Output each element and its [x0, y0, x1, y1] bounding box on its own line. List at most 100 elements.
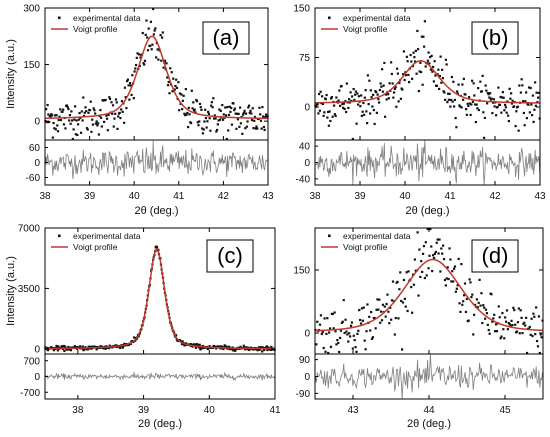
data-point — [460, 263, 463, 266]
data-point — [468, 278, 471, 281]
x-tick-label: 38 — [39, 191, 51, 202]
data-point — [349, 91, 352, 94]
data-point — [390, 72, 393, 76]
data-point — [242, 344, 245, 347]
data-point — [154, 27, 157, 30]
data-point — [211, 106, 214, 109]
data-point — [454, 116, 457, 120]
data-point — [112, 125, 115, 128]
data-point — [51, 136, 54, 139]
residual-tick-label: 0 — [34, 158, 40, 169]
data-point — [62, 123, 66, 126]
data-point — [504, 316, 507, 319]
data-point — [358, 309, 361, 312]
data-point — [194, 343, 197, 346]
data-point — [453, 105, 456, 108]
data-point — [265, 113, 268, 116]
data-point — [327, 124, 330, 127]
data-point — [420, 260, 423, 263]
data-point — [90, 130, 93, 133]
data-point — [106, 129, 109, 132]
data-point — [418, 70, 421, 73]
data-point — [440, 247, 443, 250]
data-point — [105, 117, 109, 120]
data-point — [270, 345, 273, 348]
data-point — [506, 328, 509, 331]
data-point — [391, 280, 395, 283]
legend-marker-data — [328, 234, 331, 238]
data-point — [100, 125, 103, 128]
data-point — [497, 86, 500, 89]
data-point — [81, 119, 84, 122]
data-point — [337, 341, 340, 345]
data-point — [345, 110, 348, 114]
data-point — [536, 101, 539, 104]
data-point — [198, 120, 201, 123]
data-point — [421, 83, 424, 86]
data-point — [469, 113, 472, 117]
data-point — [500, 335, 503, 338]
residual-tick-label: -40 — [296, 174, 311, 185]
data-point — [433, 60, 436, 63]
data-point — [521, 84, 524, 87]
data-point — [457, 257, 460, 261]
data-point — [334, 114, 337, 118]
data-point — [496, 105, 499, 109]
data-point — [485, 89, 488, 92]
data-point — [76, 133, 79, 137]
data-point — [46, 103, 49, 107]
data-point — [431, 269, 434, 273]
legend-marker-data — [58, 16, 61, 20]
data-point — [421, 270, 424, 274]
data-point — [390, 299, 394, 302]
data-point — [261, 350, 264, 353]
data-point — [364, 348, 367, 351]
data-point — [183, 344, 186, 347]
data-point — [446, 101, 449, 104]
data-point — [167, 80, 170, 84]
data-point — [501, 96, 504, 99]
y-tick-label: 7000 — [18, 224, 41, 235]
data-point — [530, 317, 533, 320]
data-point — [207, 112, 210, 116]
x-tick-label: 41 — [173, 191, 185, 202]
data-point — [230, 106, 233, 110]
panel-label: (a) — [213, 25, 240, 50]
data-point — [434, 74, 437, 77]
data-point — [512, 306, 515, 309]
residual-line — [44, 140, 268, 180]
data-point — [535, 339, 539, 343]
data-point — [182, 94, 185, 97]
data-point — [493, 313, 496, 316]
data-point — [510, 319, 513, 322]
data-point — [498, 316, 501, 319]
data-point — [433, 252, 437, 255]
data-point — [367, 103, 370, 106]
data-point — [349, 335, 352, 338]
x-axis-label: 2θ (deg.) — [405, 205, 449, 217]
data-point — [225, 137, 228, 141]
data-point — [438, 74, 441, 78]
data-point — [215, 128, 219, 132]
data-point — [103, 120, 106, 123]
data-point — [79, 345, 82, 348]
voigt-fit-line — [44, 35, 269, 120]
data-point — [375, 308, 378, 311]
data-point — [413, 258, 416, 261]
data-point — [465, 113, 468, 116]
data-point — [455, 126, 458, 129]
data-point — [368, 315, 371, 318]
data-point — [469, 281, 472, 284]
data-point — [52, 349, 55, 352]
data-point — [343, 107, 346, 111]
data-point — [540, 336, 543, 339]
data-point — [123, 121, 126, 124]
data-point — [448, 247, 451, 250]
data-point — [509, 97, 512, 100]
data-point — [104, 98, 107, 102]
data-point — [387, 310, 390, 313]
data-point — [445, 63, 448, 66]
data-point — [446, 266, 449, 269]
data-point — [107, 113, 110, 116]
data-point — [327, 110, 330, 114]
